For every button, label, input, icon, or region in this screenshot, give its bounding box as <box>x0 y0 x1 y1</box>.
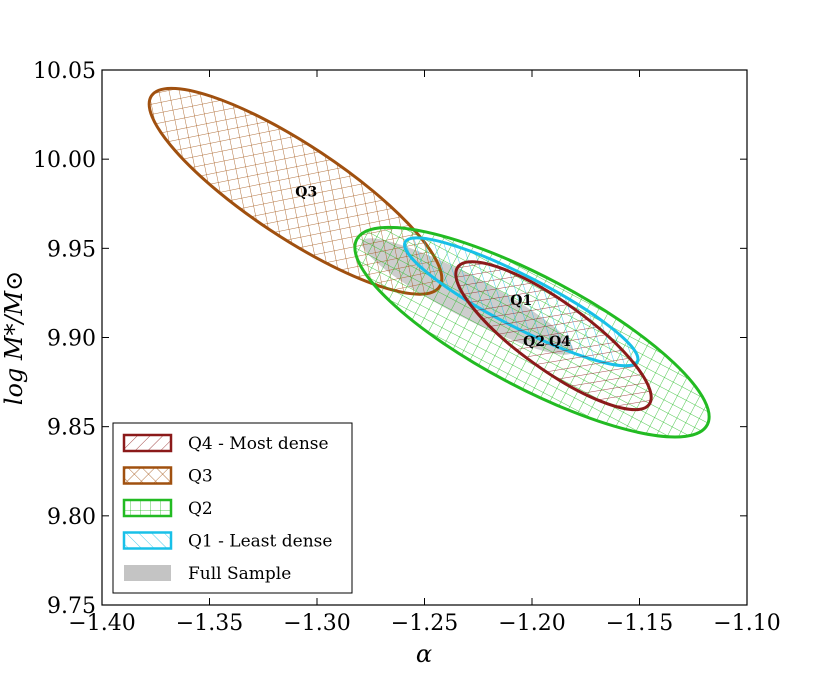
legend-label-q1: Q1 - Least dense <box>188 532 332 552</box>
annotation-q3: Q3 <box>295 184 317 200</box>
legend-label-q4: Q4 - Most dense <box>188 434 329 454</box>
annotation-q4: Q4 <box>549 334 571 350</box>
y-axis-title: log M*/M⊙ <box>0 271 28 405</box>
x-axis-title: α <box>416 640 432 668</box>
y-tick-label: 9.90 <box>47 327 96 352</box>
y-tick-label: 9.80 <box>47 505 96 530</box>
tick-layer: −1.40 −1.35 −1.30 −1.25 −1.20 −1.15 −1.10 9.75 9… <box>33 59 781 636</box>
annotation-q1: Q1 <box>510 293 532 309</box>
y-tick-label: 9.95 <box>47 237 96 262</box>
y-tick-label: 9.85 <box>47 416 96 441</box>
x-tick-label: −1.10 <box>713 611 780 636</box>
annotation-layer: Q3 Q1 Q2 Q4 <box>295 184 571 350</box>
y-tick-label: 10.00 <box>33 148 96 173</box>
legend-swatch-q2 <box>122 498 173 518</box>
x-tick-label: −1.35 <box>176 611 243 636</box>
x-tick-label: −1.30 <box>283 611 350 636</box>
legend-swatch-full <box>124 565 171 581</box>
x-tick-label: −1.25 <box>391 611 458 636</box>
x-tick-label: −1.40 <box>68 611 135 636</box>
ellipse-q4 <box>454 260 653 412</box>
ellipse-layer <box>147 86 711 439</box>
legend-label-q2: Q2 <box>188 499 213 519</box>
x-tick-label: −1.15 <box>606 611 673 636</box>
legend-swatch-q4 <box>122 433 173 453</box>
legend: Q4 - Most dense Q3 Q2 Q1 - Least dense Full … <box>112 422 353 594</box>
legend-swatch-q3 <box>122 466 173 485</box>
annotation-q2: Q2 <box>523 334 545 350</box>
y-tick-label: 10.05 <box>33 59 96 84</box>
legend-swatch-q1 <box>122 531 173 550</box>
legend-label-full: Full Sample <box>188 564 291 584</box>
legend-label-q3: Q3 <box>188 467 213 487</box>
x-tick-label: −1.20 <box>498 611 565 636</box>
y-tick-label: 9.75 <box>47 594 96 619</box>
